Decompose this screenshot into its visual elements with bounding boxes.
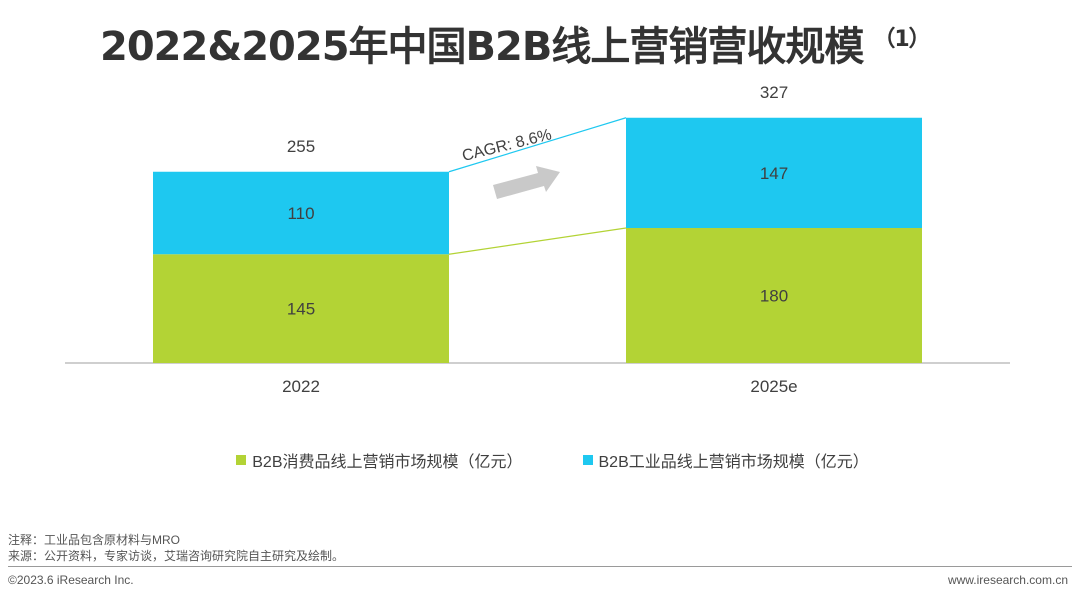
bar-segment	[626, 228, 922, 363]
legend-label-industrial: B2B工业品线上营销市场规模（亿元）	[598, 454, 869, 471]
chart-legend: B2B消费品线上营销市场规模（亿元） B2B工业品线上营销市场规模（亿元）	[0, 448, 1080, 472]
bar-segment	[153, 171, 449, 255]
x-tick-label: 2022	[282, 377, 320, 396]
title-text: 2022&2025年中国B2B线上营销营收规模	[100, 24, 864, 70]
bar-value-label: 110	[287, 204, 314, 223]
footer-copyright: ©2023.6 iResearch Inc.	[8, 573, 134, 587]
bar-value-label: 180	[760, 287, 788, 306]
bar-total-label: 255	[287, 137, 315, 156]
bar-segment	[626, 117, 922, 228]
legend-label-consumer: B2B消费品线上营销市场规模（亿元）	[252, 454, 523, 471]
note-line: 注释：工业品包含原材料与MRO	[8, 533, 180, 547]
connector-line-industrial	[448, 117, 627, 173]
title-superscript: （1）	[873, 26, 930, 52]
legend-item-industrial: B2B工业品线上营销市场规模（亿元）	[582, 448, 869, 472]
legend-swatch-consumer	[236, 455, 247, 465]
legend-swatch-industrial	[582, 455, 593, 465]
x-tick-label: 2025e	[750, 377, 797, 396]
bar-value-label: 147	[760, 164, 788, 183]
page-title: 2022&2025年中国B2B线上营销营收规模 （1）	[100, 14, 931, 72]
footer-website[interactable]: www.iresearch.com.cn	[947, 573, 1068, 587]
connector-line-consumer	[448, 227, 627, 255]
legend-item-consumer: B2B消费品线上营销市场规模（亿元）	[236, 448, 523, 472]
cagr-annotation: CAGR: 8.6%	[460, 126, 553, 165]
growth-arrow-icon	[493, 166, 560, 199]
notes: 注释：工业品包含原材料与MRO 来源：公开资料，专家访谈，艾瑞咨询研究院自主研究…	[8, 532, 344, 564]
bar-value-label: 145	[287, 300, 315, 319]
bar-total-label: 327	[760, 83, 788, 102]
bar-segment	[153, 254, 449, 363]
footer-divider	[8, 566, 1072, 567]
source-line: 来源：公开资料，专家访谈，艾瑞咨询研究院自主研究及绘制。	[8, 549, 345, 563]
